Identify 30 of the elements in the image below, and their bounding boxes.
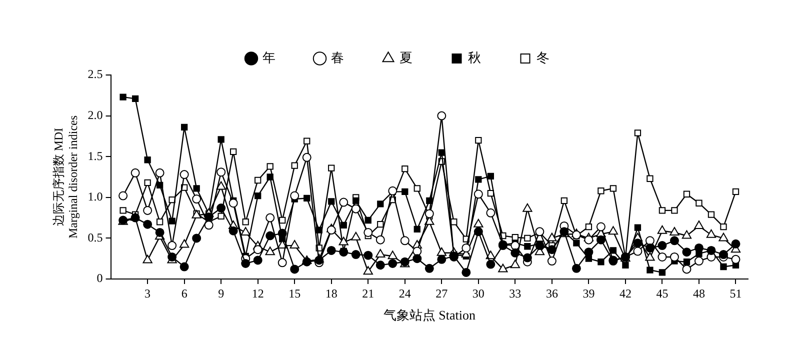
x-tick-label: 33 <box>509 286 522 300</box>
legend-label: 年 <box>262 50 276 65</box>
y-tick-label: 2.0 <box>88 108 103 122</box>
x-tick-label: 51 <box>730 286 742 300</box>
x-tick-label: 9 <box>218 286 224 300</box>
x-tick-label: 48 <box>692 286 705 300</box>
legend-label: 冬 <box>536 50 550 65</box>
y-tick-label: 0 <box>96 271 103 286</box>
x-tick-label: 45 <box>656 286 668 300</box>
x-axis-title: 气象站点 Station <box>383 308 476 323</box>
legend-label: 秋 <box>468 50 481 65</box>
legend-label: 春 <box>330 50 344 65</box>
x-tick-label: 42 <box>619 286 632 300</box>
x-tick-label: 30 <box>472 286 484 300</box>
y-axis-title: 边际无序指数 MDI Marginal disorder indices <box>51 115 80 239</box>
x-tick-label: 21 <box>362 286 374 300</box>
x-tick-label: 3 <box>144 286 151 300</box>
x-tick-label: 18 <box>325 286 338 300</box>
y-tick-label: 1.5 <box>88 148 103 163</box>
x-tick-label: 24 <box>398 286 411 300</box>
x-tick-label: 36 <box>546 286 558 300</box>
y-tick-label: 0.5 <box>88 230 103 244</box>
x-tick-label: 12 <box>252 286 264 300</box>
x-tick-label: 15 <box>288 286 301 300</box>
x-tick-label: 6 <box>181 286 188 300</box>
y-tick-label: 1.0 <box>88 190 103 204</box>
x-tick-label: 39 <box>582 286 595 300</box>
x-tick-label: 27 <box>436 286 448 300</box>
legend-label: 夏 <box>399 50 412 65</box>
y-tick-label: 2.5 <box>88 67 103 82</box>
